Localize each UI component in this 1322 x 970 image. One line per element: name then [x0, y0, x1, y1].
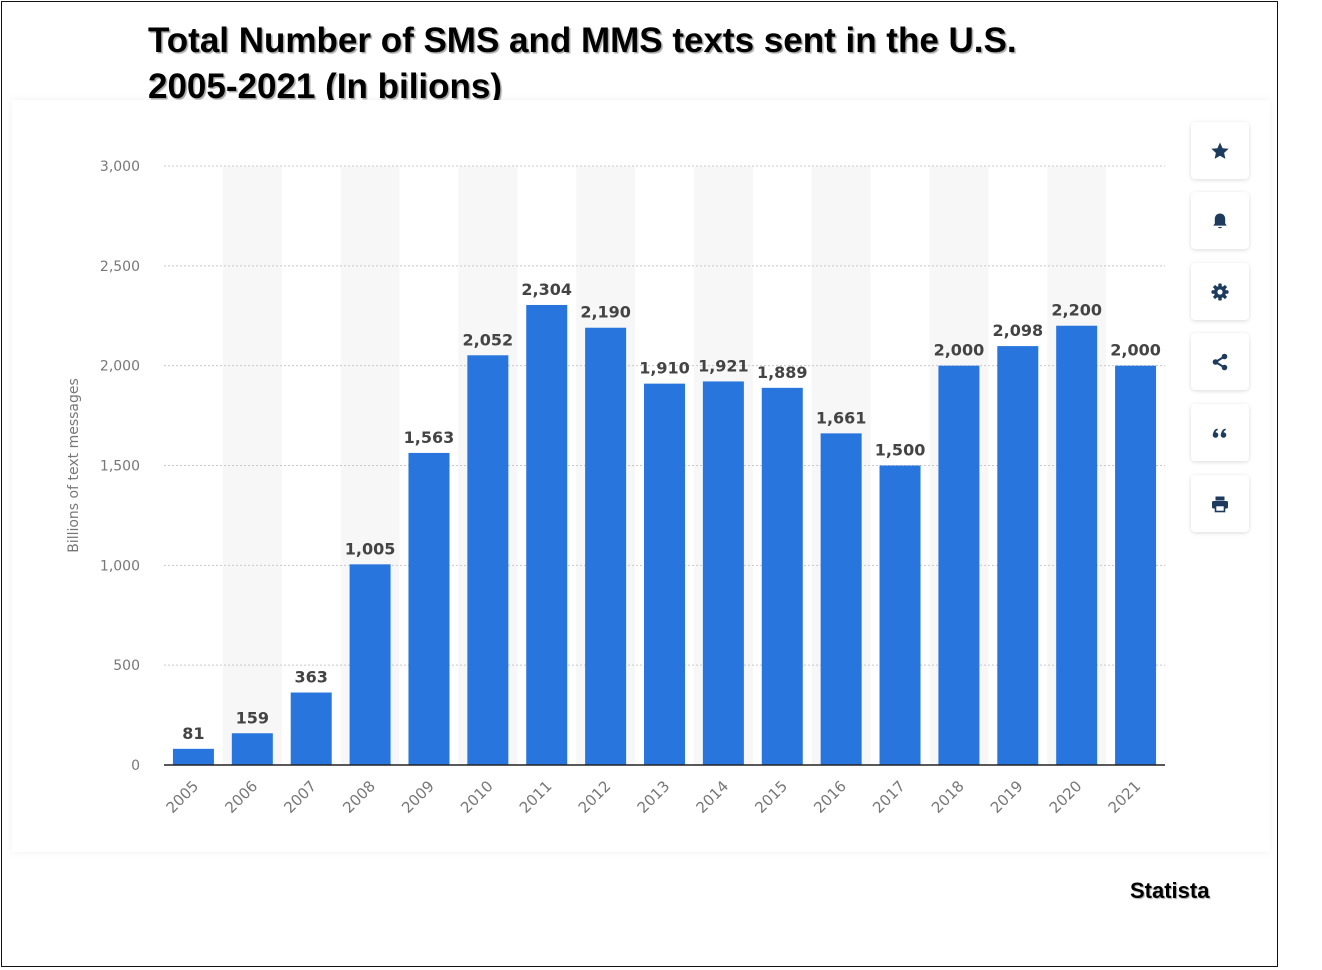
value-label-2020: 2,200	[1051, 301, 1102, 320]
value-label-2021: 2,000	[1110, 341, 1161, 360]
chart-card: 0 500 1,000 1,500 2,000 2,500 3,000 Billions of…	[12, 100, 1270, 852]
x-tick-label-2011: 2011	[516, 777, 556, 817]
x-tick-label-2014: 2014	[692, 777, 732, 817]
bar-2006	[231, 733, 273, 765]
title-line-2: 2005-2021 (In bilions)	[148, 67, 503, 106]
x-tick-label-2009: 2009	[398, 777, 438, 817]
notification-button[interactable]	[1191, 192, 1249, 249]
bar-2018	[938, 365, 980, 765]
share-button[interactable]	[1191, 333, 1249, 390]
x-tick-label-2012: 2012	[575, 777, 615, 817]
bell-icon	[1213, 213, 1227, 228]
x-tick-label-2005: 2005	[163, 777, 203, 817]
value-label-2014: 1,921	[698, 356, 749, 375]
bar-2020	[1056, 325, 1098, 765]
value-label-2017: 1,500	[875, 441, 926, 460]
value-label-2005: 81	[182, 724, 204, 743]
y-tick-label: 1,500	[100, 459, 140, 475]
title-line-1: Total Number of SMS and MMS texts sent i…	[148, 21, 1017, 60]
bar-2010	[467, 355, 509, 765]
print-button[interactable]	[1191, 475, 1249, 532]
x-tick-label-2015: 2015	[751, 777, 791, 817]
bar-2014	[702, 381, 744, 765]
bar-2013	[644, 383, 685, 765]
x-tick-label-2020: 2020	[1046, 777, 1086, 817]
value-label-2013: 1,910	[639, 359, 690, 378]
bar-2015	[761, 387, 803, 765]
bar-2009	[408, 452, 450, 765]
value-label-2015: 1,889	[757, 363, 808, 382]
favorite-button[interactable]	[1191, 122, 1249, 179]
x-tick-label-2007: 2007	[280, 777, 320, 817]
x-tick-label-2006: 2006	[221, 777, 261, 817]
x-tick-label-2018: 2018	[928, 777, 968, 817]
x-tick-label-2013: 2013	[634, 777, 674, 817]
y-tick-label: 0	[131, 758, 140, 774]
bar-2008	[349, 564, 391, 765]
value-label-2010: 2,052	[463, 330, 514, 349]
value-label-2012: 2,190	[580, 303, 631, 322]
quote-icon	[1212, 428, 1227, 438]
y-tick-label: 2,000	[100, 359, 140, 375]
value-label-2016: 1,661	[816, 408, 867, 427]
bar-2011	[526, 304, 568, 765]
page-title: Total Number of SMS and MMS texts sent i…	[148, 18, 1198, 110]
star-icon	[1211, 142, 1229, 159]
share-icon	[1212, 353, 1228, 370]
value-label-2008: 1,005	[345, 539, 396, 558]
value-label-2006: 159	[236, 708, 269, 727]
print-icon	[1212, 496, 1228, 512]
y-tick-label: 500	[113, 658, 140, 674]
settings-button[interactable]	[1191, 263, 1249, 320]
x-tick-label-2017: 2017	[869, 777, 909, 817]
value-label-2009: 1,563	[404, 428, 455, 447]
bar-2007	[290, 692, 332, 765]
bar-2017	[879, 465, 921, 765]
x-tick-label-2019: 2019	[987, 777, 1027, 817]
x-tick-label-2010: 2010	[457, 777, 497, 817]
x-tick-label-2016: 2016	[810, 777, 850, 817]
bar-2021	[1115, 365, 1157, 765]
bar-2012	[585, 327, 627, 765]
gear-icon	[1211, 283, 1229, 300]
value-label-2018: 2,000	[934, 341, 985, 360]
x-tick-label-2021: 2021	[1105, 777, 1145, 817]
bar-2005	[172, 748, 214, 765]
x-tick-label-2008: 2008	[339, 777, 379, 817]
cite-button[interactable]	[1191, 404, 1249, 461]
bar-2016	[820, 433, 862, 765]
source-label: Statista	[1130, 878, 1210, 903]
y-tick-label: 1,000	[100, 558, 140, 574]
y-axis-title: Billions of text messages	[66, 378, 82, 553]
value-label-2019: 2,098	[992, 321, 1043, 340]
y-tick-label: 3,000	[100, 159, 140, 175]
bar-chart: 0 500 1,000 1,500 2,000 2,500 3,000 Billions of…	[66, 159, 1165, 817]
value-label-2011: 2,304	[521, 280, 572, 299]
value-label-2007: 363	[295, 668, 328, 687]
y-tick-label: 2,500	[100, 259, 140, 275]
bar-2019	[997, 346, 1039, 765]
